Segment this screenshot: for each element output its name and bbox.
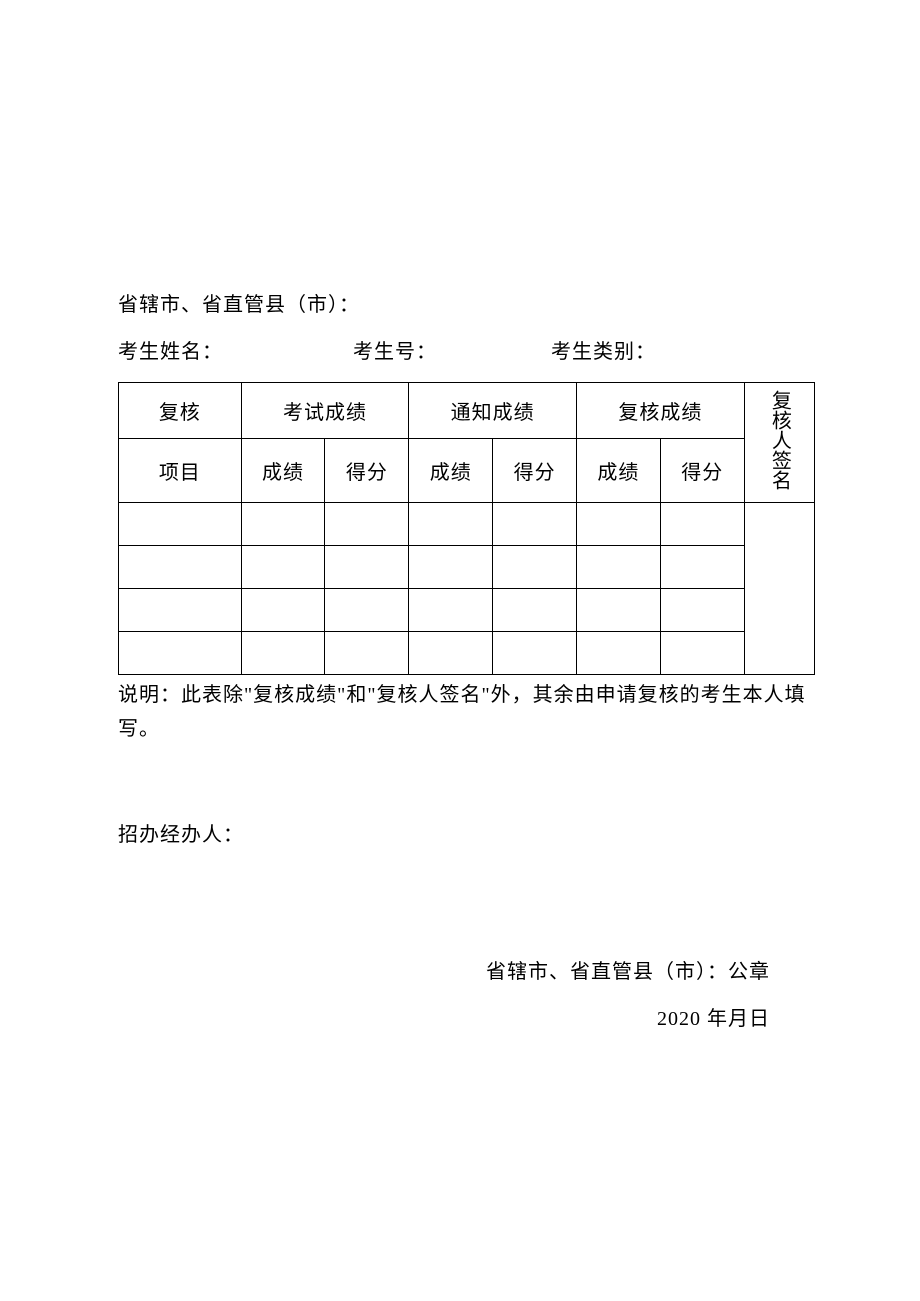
header-exam-grade: 成绩 [241, 439, 325, 503]
cell-exam-grade [241, 589, 325, 632]
header-review-points: 得分 [660, 439, 744, 503]
header-exam-points: 得分 [325, 439, 409, 503]
cell-review-grade [577, 503, 661, 546]
cell-notify-points [493, 546, 577, 589]
header-item: 项目 [119, 439, 242, 503]
date-label: 2020 年月日 [118, 1002, 815, 1031]
cell-notify-points [493, 589, 577, 632]
cell-item [119, 546, 242, 589]
cell-exam-points [325, 632, 409, 675]
cell-review-points [660, 589, 744, 632]
header-exam-score: 考试成绩 [241, 383, 409, 439]
table-header-row-2: 项目 成绩 得分 成绩 得分 成绩 得分 [119, 439, 815, 503]
cell-exam-points [325, 589, 409, 632]
candidate-info-row: 考生姓名： 考生号： 考生类别： [118, 335, 815, 364]
seal-label: 省辖市、省直管县（市）：公章 [118, 955, 815, 984]
cell-exam-grade [241, 632, 325, 675]
score-review-table: 复核 考试成绩 通知成绩 复核成绩 复核人签名 项目 成绩 得分 成绩 得分 成… [118, 382, 815, 675]
handler-label: 招办经办人： [118, 818, 815, 847]
header-notify-score: 通知成绩 [409, 383, 577, 439]
header-notify-grade: 成绩 [409, 439, 493, 503]
cell-item [119, 503, 242, 546]
cell-notify-grade [409, 589, 493, 632]
cell-notify-points [493, 503, 577, 546]
instruction-note: 说明：此表除"复核成绩"和"复核人签名"外，其余由申请复核的考生本人填写。 [118, 678, 815, 746]
cell-exam-points [325, 546, 409, 589]
cell-review-grade [577, 546, 661, 589]
table-row [119, 503, 815, 546]
cell-signature [744, 503, 814, 675]
cell-item [119, 632, 242, 675]
header-review-grade: 成绩 [577, 439, 661, 503]
table-row [119, 632, 815, 675]
cell-notify-grade [409, 546, 493, 589]
cell-review-grade [577, 589, 661, 632]
header-recheck-item: 复核 [119, 383, 242, 439]
cell-exam-points [325, 503, 409, 546]
cell-item [119, 589, 242, 632]
header-notify-points: 得分 [493, 439, 577, 503]
candidate-type-label: 考生类别： [551, 335, 656, 364]
candidate-id-label: 考生号： [353, 335, 437, 364]
region-label: 省辖市、省直管县（市）： [118, 288, 815, 317]
candidate-name-label: 考生姓名： [118, 335, 223, 364]
cell-notify-grade [409, 632, 493, 675]
cell-exam-grade [241, 546, 325, 589]
header-review-score: 复核成绩 [577, 383, 745, 439]
table-row [119, 589, 815, 632]
cell-notify-points [493, 632, 577, 675]
cell-review-points [660, 546, 744, 589]
cell-review-grade [577, 632, 661, 675]
table-row [119, 546, 815, 589]
cell-review-points [660, 632, 744, 675]
cell-notify-grade [409, 503, 493, 546]
table-header-row-1: 复核 考试成绩 通知成绩 复核成绩 复核人签名 [119, 383, 815, 439]
cell-review-points [660, 503, 744, 546]
cell-exam-grade [241, 503, 325, 546]
header-signature: 复核人签名 [744, 383, 814, 503]
